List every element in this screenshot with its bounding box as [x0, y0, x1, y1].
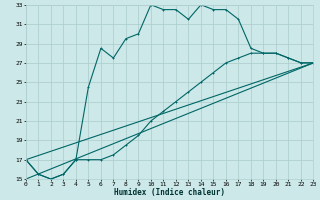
X-axis label: Humidex (Indice chaleur): Humidex (Indice chaleur) — [114, 188, 225, 197]
